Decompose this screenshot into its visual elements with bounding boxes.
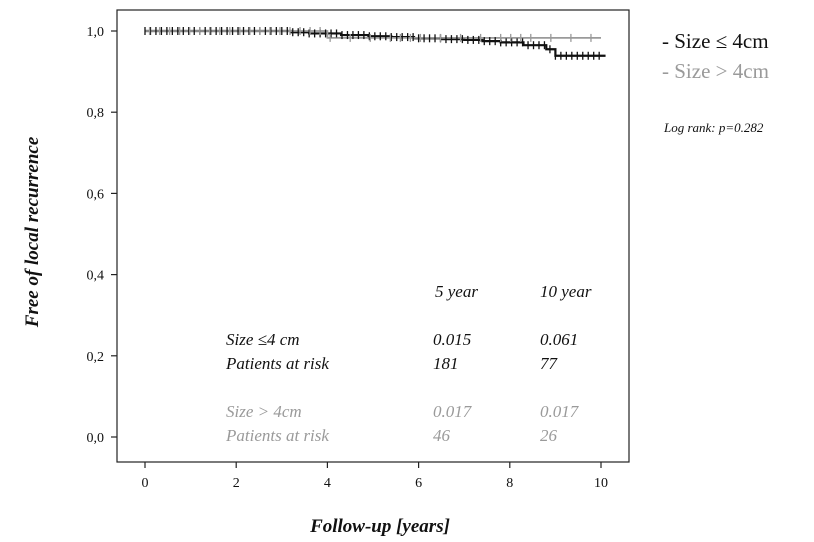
- y-tick-label: 0,6: [87, 187, 105, 202]
- risk-row-value: 46: [433, 426, 451, 445]
- risk-row-value: 0.017: [540, 402, 580, 421]
- plot-frame: [116, 9, 630, 463]
- risk-table-header-5yr: 5 year: [435, 282, 478, 301]
- x-axis-title: Follow-up [years]: [309, 516, 450, 537]
- risk-row-label: Patients at risk: [225, 426, 329, 445]
- legend: - Size ≤ 4cm - Size > 4cm: [662, 29, 769, 83]
- log-rank-annotation: Log rank: p=0.282: [663, 120, 764, 135]
- x-tick-label: 2: [233, 476, 240, 491]
- legend-item-size-le-4cm: - Size ≤ 4cm: [662, 29, 769, 53]
- y-axis-ticks: 0,0 0,2 0,4 0,6 0,8 1,0: [87, 25, 117, 446]
- y-tick-label: 0,8: [87, 106, 105, 121]
- legend-item-size-gt-4cm: - Size > 4cm: [662, 59, 769, 83]
- risk-row-value: 0.061: [540, 330, 578, 349]
- y-axis-title: Free of local recurrence: [22, 136, 43, 328]
- y-tick-label: 0,4: [87, 269, 105, 284]
- risk-row-value: 77: [540, 354, 559, 373]
- x-tick-label: 6: [415, 476, 422, 491]
- y-tick-label: 0,2: [87, 350, 105, 365]
- y-tick-label: 1,0: [87, 25, 105, 40]
- risk-table: 5 year 10 year Size ≤4 cm 0.015 0.061 Pa…: [225, 282, 592, 445]
- risk-row-label: Size ≤4 cm: [226, 330, 300, 349]
- risk-row-label: Size > 4cm: [226, 402, 302, 421]
- risk-row-label: Patients at risk: [225, 354, 329, 373]
- x-tick-label: 0: [142, 476, 149, 491]
- censor-marks: [144, 27, 600, 60]
- x-tick-label: 4: [324, 476, 331, 491]
- risk-row-value: 0.017: [433, 402, 473, 421]
- x-axis-ticks: 0 2 4 6 8 10: [142, 462, 608, 491]
- x-tick-label: 10: [594, 476, 608, 491]
- risk-row-value: 0.015: [433, 330, 471, 349]
- risk-row-value: 181: [433, 354, 459, 373]
- risk-row-value: 26: [540, 426, 558, 445]
- risk-table-header-10yr: 10 year: [540, 282, 592, 301]
- x-tick-label: 8: [506, 476, 513, 491]
- y-tick-label: 0,0: [87, 431, 105, 446]
